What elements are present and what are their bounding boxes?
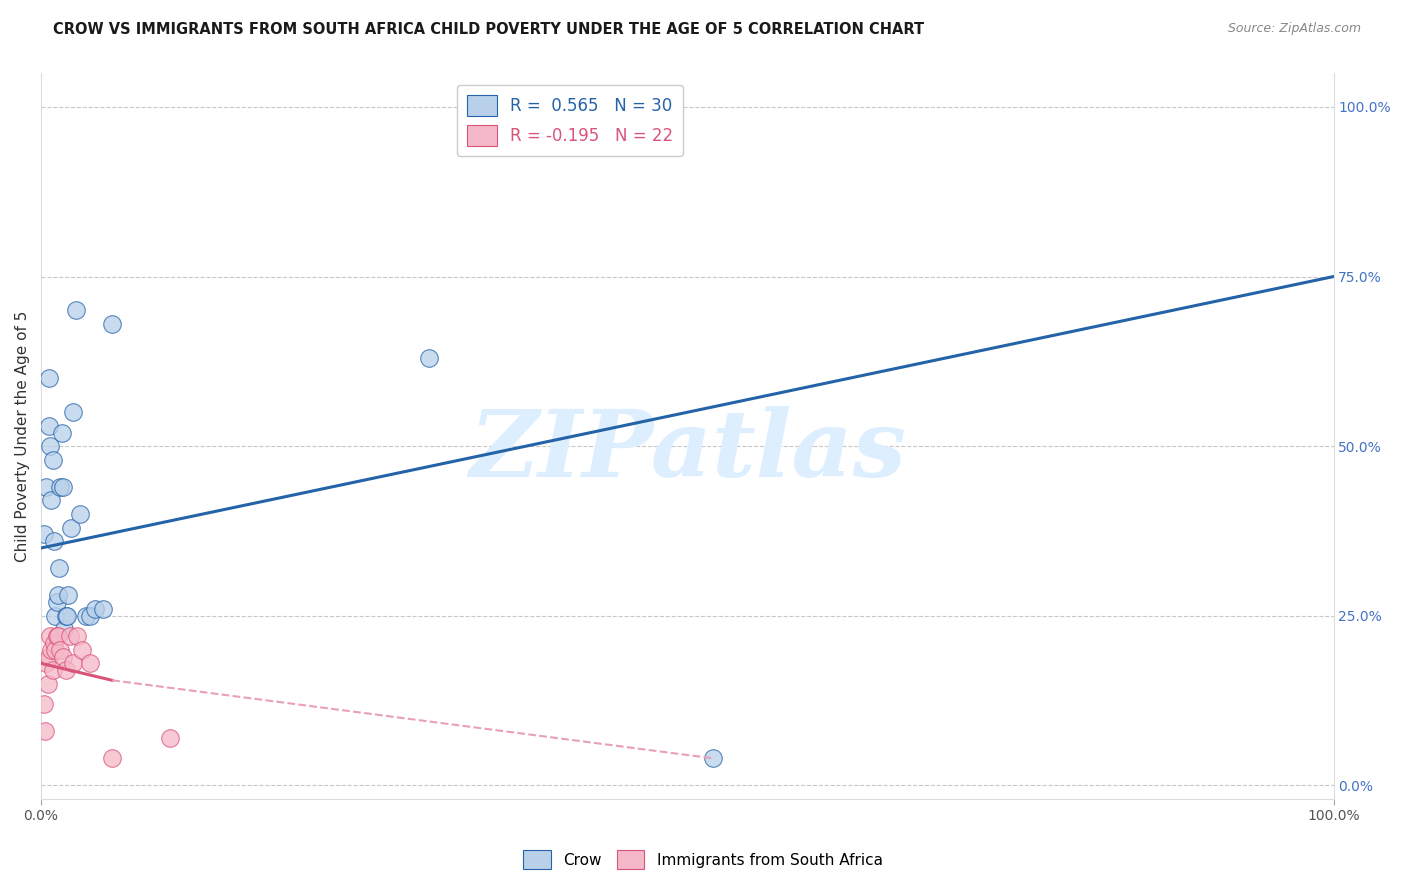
Point: [41, 493, 63, 508]
Point: [49, 480, 72, 494]
Point: [38, 649, 60, 664]
Point: [51, 425, 73, 440]
Point: [44, 642, 66, 657]
Point: [42, 636, 65, 650]
Point: [702, 751, 724, 765]
Point: [39, 439, 62, 453]
Point: [91, 602, 114, 616]
Point: [38, 371, 60, 385]
Point: [418, 351, 440, 365]
Point: [66, 629, 89, 643]
Point: [53, 623, 76, 637]
Point: [45, 595, 67, 609]
Legend: R =  0.565   N = 30, R = -0.195   N = 22: R = 0.565 N = 30, R = -0.195 N = 22: [457, 85, 683, 156]
Point: [32, 697, 55, 711]
Point: [49, 642, 72, 657]
Point: [62, 405, 84, 419]
Point: [56, 608, 79, 623]
Legend: Crow, Immigrants from South Africa: Crow, Immigrants from South Africa: [517, 844, 889, 875]
Point: [52, 649, 75, 664]
Point: [58, 629, 80, 643]
Text: ZIPatlas: ZIPatlas: [468, 406, 905, 496]
Point: [37, 676, 59, 690]
Point: [79, 608, 101, 623]
Point: [75, 608, 97, 623]
Point: [101, 317, 124, 331]
Point: [69, 507, 91, 521]
Point: [46, 589, 69, 603]
Point: [65, 303, 87, 318]
Point: [42, 534, 65, 549]
Point: [159, 731, 181, 745]
Point: [42, 452, 65, 467]
Point: [42, 663, 65, 677]
Point: [52, 480, 75, 494]
Point: [62, 657, 84, 671]
Point: [44, 608, 66, 623]
Point: [32, 527, 55, 541]
Point: [38, 418, 60, 433]
Y-axis label: Child Poverty Under the Age of 5: Child Poverty Under the Age of 5: [15, 310, 30, 562]
Text: Source: ZipAtlas.com: Source: ZipAtlas.com: [1227, 22, 1361, 36]
Point: [59, 521, 82, 535]
Point: [35, 657, 58, 671]
Point: [45, 629, 67, 643]
Point: [35, 480, 58, 494]
Point: [46, 629, 69, 643]
Point: [48, 561, 70, 575]
Text: CROW VS IMMIGRANTS FROM SOUTH AFRICA CHILD POVERTY UNDER THE AGE OF 5 CORRELATIO: CROW VS IMMIGRANTS FROM SOUTH AFRICA CHI…: [53, 22, 925, 37]
Point: [55, 663, 77, 677]
Point: [72, 642, 94, 657]
Point: [79, 657, 101, 671]
Point: [39, 629, 62, 643]
Point: [84, 602, 107, 616]
Point: [58, 589, 80, 603]
Point: [41, 642, 63, 657]
Point: [101, 751, 124, 765]
Point: [55, 608, 77, 623]
Point: [34, 724, 56, 739]
